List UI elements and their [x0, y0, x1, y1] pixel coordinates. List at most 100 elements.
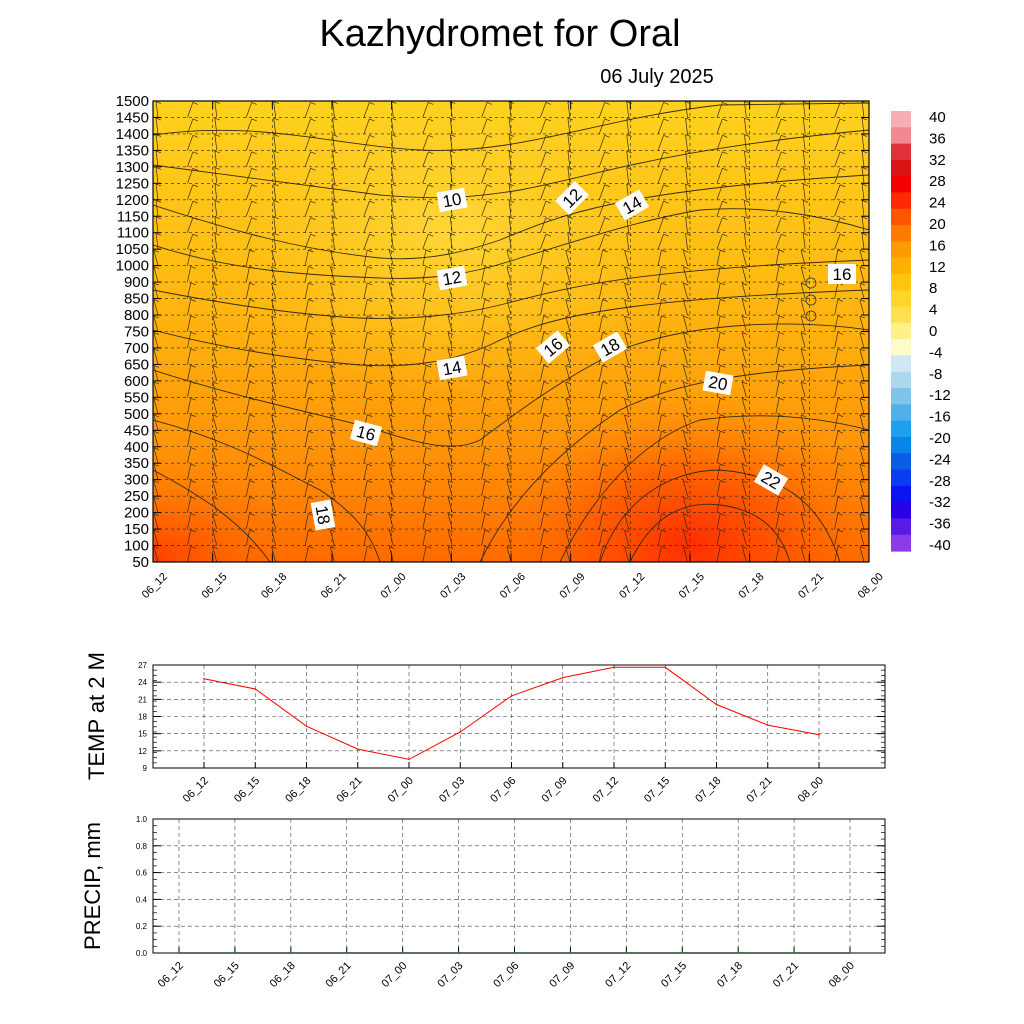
- wind-barb-staff: [212, 381, 218, 398]
- wind-barb-staff: [304, 529, 309, 546]
- wind-barb-staff: [565, 299, 571, 316]
- wind-barb-staff: [506, 513, 512, 530]
- wind-barb-flag: [506, 529, 512, 533]
- wind-barb-flag: [153, 529, 159, 533]
- wind-barb-staff: [716, 315, 721, 332]
- wind-barb-flag: [861, 183, 868, 187]
- colorbar-swatch: [891, 127, 911, 145]
- wind-barb-staff: [422, 168, 429, 184]
- wind-barb-staff: [775, 546, 780, 562]
- wind-barb-staff: [567, 101, 571, 118]
- wind-barb-staff: [657, 201, 664, 217]
- wind-barb-flag: [545, 184, 552, 188]
- wind-barb-flag: [450, 134, 456, 137]
- wind-barb-staff: [834, 398, 839, 414]
- wind-barb-flag: [720, 315, 726, 319]
- colorbar-label: 16: [929, 237, 946, 254]
- wind-barb-flag: [604, 200, 610, 204]
- wind-barb-staff: [775, 249, 780, 266]
- isotherm-line: [559, 415, 869, 562]
- wind-barb-flag: [367, 249, 373, 253]
- wind-barb-staff: [245, 217, 253, 233]
- wind-barb-staff: [775, 102, 782, 118]
- wind-barb-staff: [271, 283, 277, 299]
- wind-barb-staff: [834, 217, 841, 233]
- wind-barb-flag: [332, 117, 338, 121]
- wind-barb-staff: [657, 299, 662, 316]
- wind-barb-flag: [543, 463, 549, 467]
- wind-barb-flag: [425, 414, 432, 417]
- wind-barb-flag: [308, 430, 314, 434]
- wind-barb-flag: [212, 430, 218, 434]
- isotherm-lines: [153, 102, 869, 562]
- wind-barb-flag: [212, 332, 218, 335]
- wind-barb-flag: [192, 102, 199, 105]
- wind-barb-staff: [685, 150, 688, 167]
- wind-barb-staff: [834, 299, 839, 316]
- wind-barb-flag: [565, 496, 571, 500]
- wind-barb-staff: [212, 365, 218, 381]
- wind-barb-staff: [508, 134, 512, 151]
- y-tick-label: 0.4: [136, 895, 148, 904]
- wind-barb-staff: [334, 101, 335, 102]
- wind-barb-flag: [249, 249, 255, 253]
- colorbar-swatch: [891, 404, 911, 422]
- wind-barb-flag: [778, 249, 785, 253]
- wind-barb-staff: [775, 513, 780, 530]
- wind-barb-flag: [212, 398, 218, 401]
- wind-barb-flag: [332, 232, 338, 236]
- wind-barb-flag: [271, 332, 277, 335]
- wind-barb-staff: [716, 282, 721, 299]
- wind-barb-staff: [481, 365, 486, 381]
- wind-barb-flag: [565, 513, 571, 516]
- wind-barb-flag: [487, 86, 492, 88]
- wind-barb-staff: [834, 365, 839, 381]
- x-tick-label: 07_12: [591, 775, 621, 805]
- wind-barb-flag: [778, 266, 785, 269]
- wind-barb-flag: [778, 496, 785, 500]
- wind-barb-flag: [310, 200, 316, 204]
- wind-barb-flag: [683, 299, 689, 302]
- wind-barb-flag: [484, 447, 491, 450]
- wind-barb-staff: [859, 283, 865, 299]
- wind-barb-flag: [837, 546, 844, 549]
- wind-barb-flag: [624, 430, 630, 434]
- wind-barb-flag: [800, 381, 807, 385]
- data-point: [561, 676, 564, 679]
- wind-barb-staff: [540, 151, 547, 167]
- wind-barb-staff: [273, 118, 277, 134]
- wind-barb-staff: [800, 365, 806, 381]
- wind-barb-flag: [626, 167, 632, 170]
- wind-barb-flag: [389, 332, 395, 335]
- wind-barb-flag: [565, 315, 571, 319]
- wind-barb-flag: [308, 348, 314, 352]
- wind-barb-staff: [775, 529, 780, 546]
- wind-barb-flag: [447, 529, 454, 533]
- wind-barb-flag: [367, 364, 373, 368]
- wind-barb-flag: [720, 364, 726, 368]
- wind-barb-flag: [722, 151, 728, 155]
- contour-label: 20: [702, 370, 734, 396]
- figure-subtitle: 06 July 2025: [600, 66, 713, 88]
- wind-barb-staff: [802, 118, 806, 134]
- wind-barb-flag: [742, 463, 748, 467]
- wind-barb-staff: [332, 134, 335, 151]
- y-tick-label: 27: [138, 661, 147, 670]
- wind-barb-staff: [834, 447, 839, 464]
- wind-barb-flag: [212, 249, 218, 253]
- wind-barb-staff: [565, 529, 571, 546]
- wind-barb-flag: [565, 266, 571, 269]
- contour-label: 18: [310, 499, 336, 531]
- wind-barb-staff: [388, 299, 394, 316]
- wind-barb-staff: [834, 332, 839, 349]
- data-point: [569, 952, 572, 954]
- wind-barb-staff: [246, 101, 247, 102]
- wind-barb-staff: [802, 233, 806, 250]
- wind-barb-staff: [685, 183, 688, 200]
- wind-barb-staff: [187, 234, 194, 250]
- wind-barb-flag: [425, 381, 432, 385]
- wind-barb-staff: [153, 513, 159, 530]
- wind-barb-staff: [861, 233, 865, 250]
- wind-barb-staff: [716, 348, 721, 365]
